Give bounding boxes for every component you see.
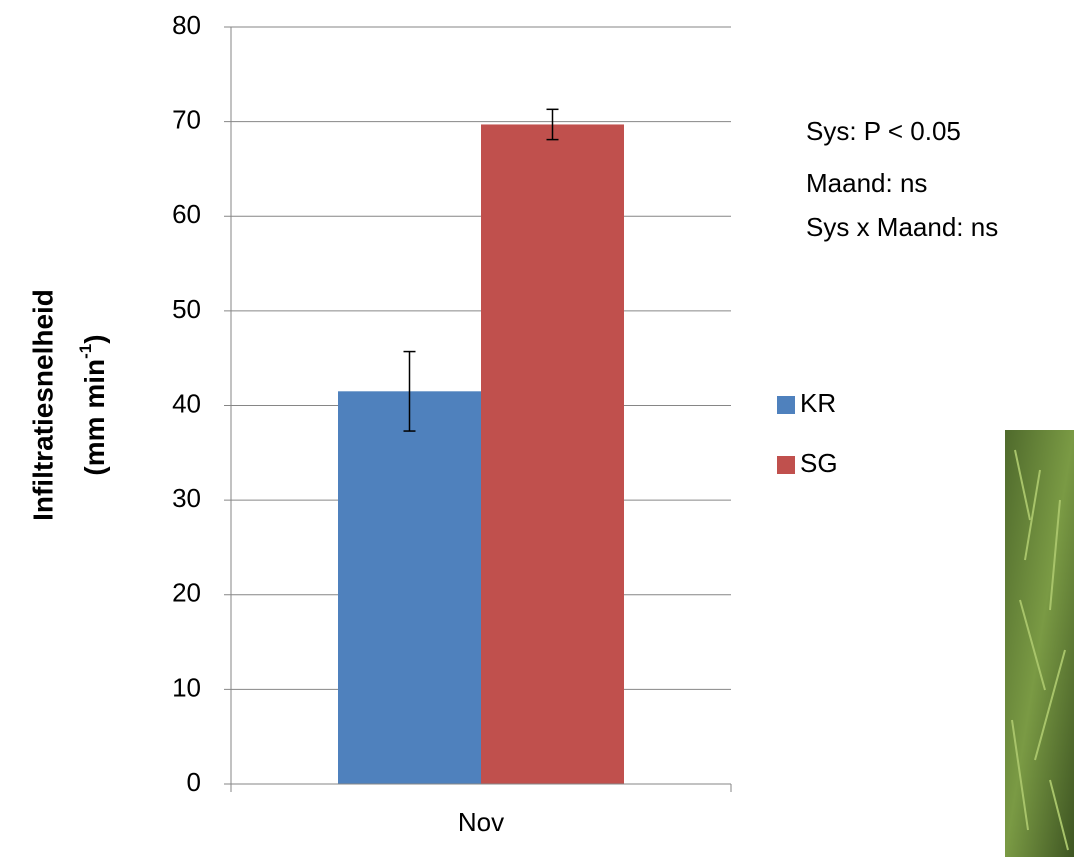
y-tick-label: 40 [172, 388, 201, 418]
y-tick-label: 50 [172, 294, 201, 324]
x-tick-label: Nov [458, 807, 504, 837]
y-label-text: ) [79, 334, 110, 343]
y-axis-label-units: (mm min-1) [76, 334, 110, 475]
y-tick-label: 30 [172, 483, 201, 513]
y-label-text: (mm min [79, 359, 110, 476]
legend-label: SG [800, 448, 838, 478]
annotation: Sys x Maand: ns [806, 212, 998, 242]
bar [481, 124, 624, 784]
y-axis-label: Infiltratiesnelheid [27, 289, 58, 521]
y-tick-label: 60 [172, 199, 201, 229]
grass-photo [1005, 430, 1074, 857]
y-tick-label: 20 [172, 578, 201, 608]
legend-swatch [777, 396, 795, 414]
y-label-superscript: -1 [76, 344, 95, 359]
annotation: Sys: P < 0.05 [806, 116, 961, 146]
y-tick-label: 10 [172, 672, 201, 702]
chart: Infiltratiesnelheid (mm min-1) Sys: P < … [0, 0, 1074, 857]
y-tick-label: 0 [187, 767, 201, 797]
bar [338, 391, 481, 784]
y-tick-label: 80 [172, 10, 201, 40]
page: {"chart_data": {"type": "bar", "categori… [0, 0, 1074, 857]
legend-label: KR [800, 388, 836, 418]
annotation: Maand: ns [806, 168, 927, 198]
y-tick-label: 70 [172, 105, 201, 135]
legend-swatch [777, 456, 795, 474]
